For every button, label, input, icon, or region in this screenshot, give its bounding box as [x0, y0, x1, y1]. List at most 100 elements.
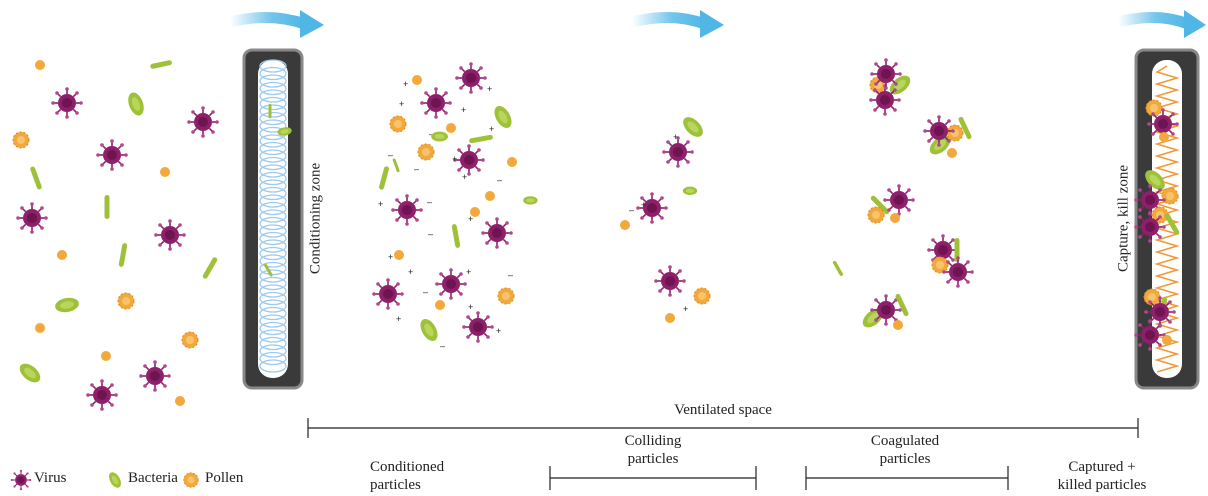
coil-loop [259, 66, 287, 81]
svg-text:+: + [452, 154, 457, 164]
coil-loop [259, 104, 287, 118]
coil-loop [259, 119, 287, 133]
svg-text:+: + [461, 105, 466, 115]
coil-loop [259, 291, 287, 306]
coil-loop [259, 81, 287, 96]
coil-loop [259, 224, 287, 238]
coil-loop [259, 111, 287, 126]
coil-loop [259, 194, 287, 208]
svg-text:–: – [497, 175, 502, 185]
svg-text:+: + [378, 199, 383, 209]
legend-bacteria: Bacteria [128, 470, 178, 487]
svg-text:–: – [388, 150, 393, 160]
coil-loop [259, 359, 287, 373]
svg-text:+: + [403, 79, 408, 89]
conditioning-zone-label: Conditioning zone [307, 162, 324, 275]
legend-bacteria-label: Bacteria [128, 470, 178, 486]
svg-text:–: – [427, 197, 432, 207]
conditioned-line1: Conditioned [370, 459, 445, 475]
coil-loop [259, 261, 287, 276]
svg-text:+: + [399, 99, 404, 109]
airflow-arrow-3 [1116, 10, 1206, 38]
raw-particles [12, 60, 220, 412]
coagulated-line1: Coagulated [870, 433, 940, 449]
svg-text:–: – [629, 205, 634, 215]
legend-pollen-label: Pollen [205, 470, 244, 486]
conditioned-particles-label: Conditioned particles [370, 458, 490, 494]
coil-loop [259, 351, 287, 366]
coil-loop [259, 134, 287, 148]
legend-pollen: Pollen [205, 470, 243, 487]
colliding-line1: Colliding [624, 433, 682, 449]
svg-text:–: – [440, 341, 445, 351]
coagulated-line2: particles [879, 451, 931, 467]
captured-particles [682, 99, 1181, 352]
coil-loop [259, 179, 287, 193]
svg-text:+: + [496, 326, 501, 336]
svg-text:–: – [423, 287, 428, 297]
captured-line1: Captured + [1068, 459, 1136, 475]
coil-loop [259, 321, 287, 336]
capture-zone-label: Capture, kill zone [1115, 164, 1132, 273]
colliding-particles: +– + + [392, 113, 711, 323]
legend-virus: Virus [34, 470, 66, 487]
coil-loop [259, 269, 287, 283]
coil-loop [259, 329, 287, 343]
svg-text:+: + [396, 314, 401, 324]
coagulated-span-bracket [805, 466, 1009, 490]
svg-text:–: – [414, 164, 419, 174]
coil-loop [259, 254, 287, 268]
coil-loop [259, 171, 287, 186]
coil-loop [259, 156, 287, 171]
svg-text:+: + [468, 214, 473, 224]
airflow-arrow-1 [228, 10, 324, 38]
coil-loop [259, 216, 287, 231]
svg-text:+: + [388, 252, 393, 262]
coil-loop [259, 89, 287, 103]
coil-loop [259, 284, 287, 298]
coil-loop [259, 314, 287, 328]
conditioned-line2: particles [370, 477, 421, 493]
legend-virus-label: Virus [34, 470, 67, 486]
svg-text:–: – [508, 270, 513, 280]
coil-loop [259, 201, 287, 216]
conditioned-particles: + ++ +++ ––– + –+ –+– +–+ +–+ ++– [263, 61, 517, 351]
colliding-span-bracket [549, 466, 757, 490]
svg-text:–: – [429, 129, 434, 139]
legend-virus-icon [10, 469, 32, 491]
coil-loop [259, 164, 287, 178]
svg-text:+: + [673, 132, 678, 142]
coil-loop [259, 239, 287, 253]
coil-loop [259, 96, 287, 111]
coil-loop [259, 246, 287, 261]
conditioning-filter [242, 48, 304, 390]
coil-loop [259, 344, 287, 358]
svg-text:+: + [462, 172, 467, 182]
ventilated-space-label: Ventilated space [674, 402, 772, 418]
captured-particles-label: Captured + killed particles [1032, 458, 1172, 494]
svg-text:+: + [408, 267, 413, 277]
coil-loop [259, 141, 287, 156]
svg-text:–: – [428, 229, 433, 239]
coil-loop [259, 186, 287, 201]
airflow-arrow-2 [630, 10, 724, 38]
coagulated-particles [523, 57, 975, 332]
ventilated-span-bracket [307, 418, 1139, 438]
legend-bacteria-icon [106, 470, 124, 490]
svg-text:+: + [468, 302, 473, 312]
coil-loop [259, 306, 287, 321]
svg-text:+: + [466, 267, 471, 277]
coil-loop [259, 276, 287, 291]
coil-loop [259, 299, 287, 313]
coil-loop [259, 231, 287, 246]
coil-loop [259, 59, 287, 73]
coil-loop [259, 74, 287, 88]
svg-text:+: + [489, 124, 494, 134]
svg-text:+: + [641, 200, 646, 210]
coil-loop [259, 149, 287, 163]
coil-loop [259, 336, 287, 351]
coagulated-particles-label: Coagulated particles [845, 432, 965, 468]
captured-line2: killed particles [1057, 477, 1147, 493]
colliding-particles-label: Colliding particles [593, 432, 713, 468]
colliding-line2: particles [627, 451, 679, 467]
